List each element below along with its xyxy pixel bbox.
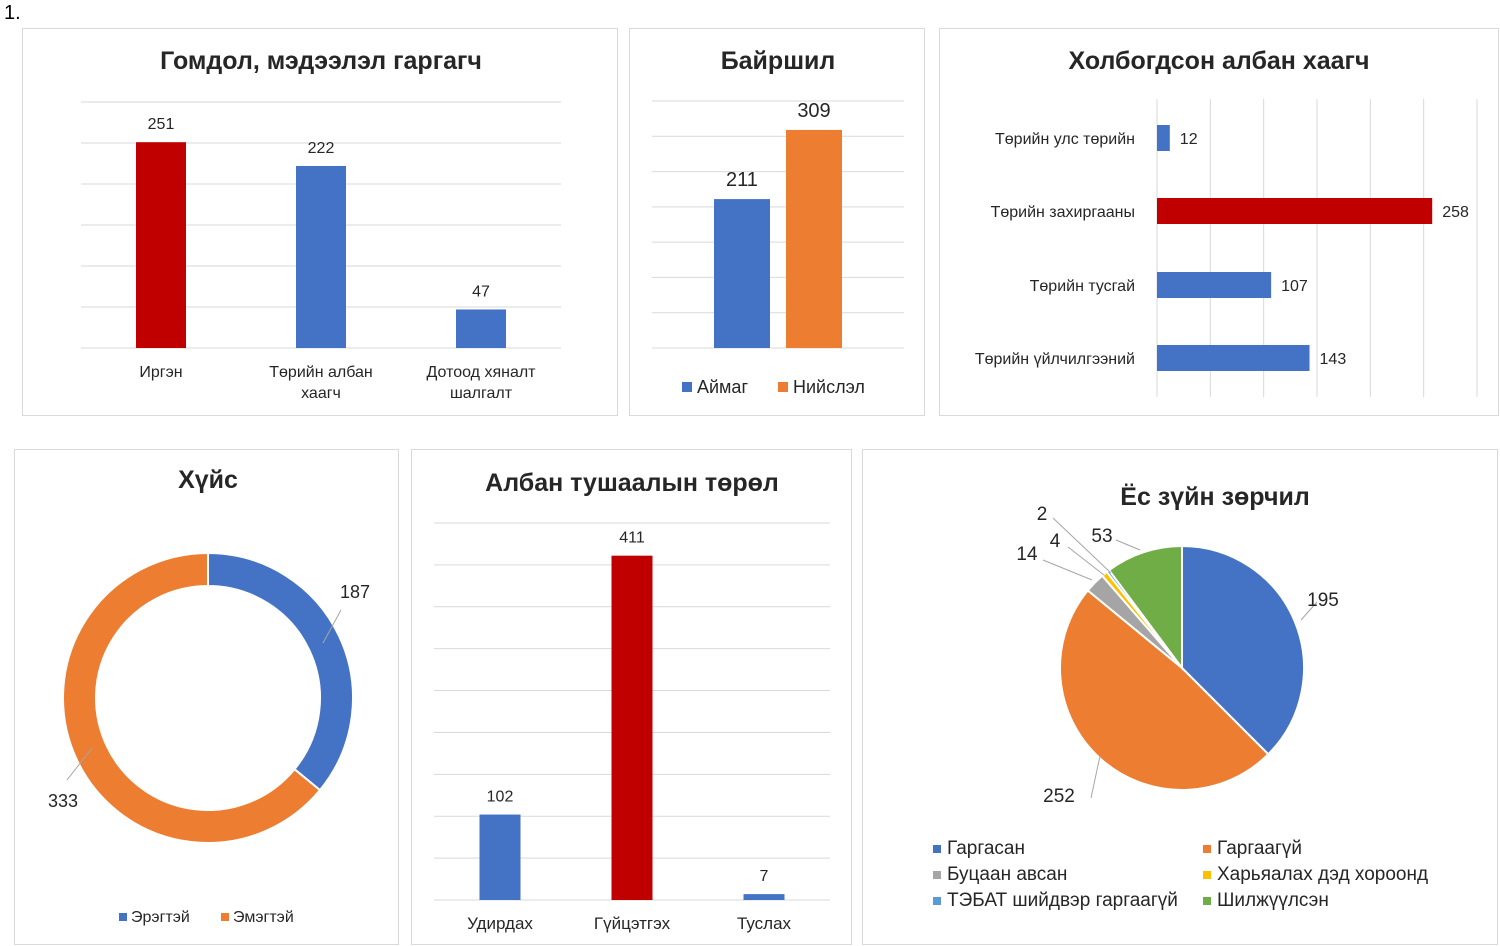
- data-label: 411: [619, 530, 645, 547]
- chart-location: Байршил 211 309 Аймаг Нийслэл: [629, 28, 925, 416]
- bar: [296, 165, 346, 348]
- data-label: 252: [1043, 786, 1075, 807]
- category-label: Төрийн улс төрийн: [995, 131, 1135, 148]
- data-label: 187: [340, 582, 370, 602]
- chart-title: Албан тушаалын төрөл: [485, 469, 779, 497]
- category-label: Төрийн үйлчилгээний: [975, 351, 1135, 368]
- data-label: 309: [797, 100, 830, 122]
- donut-slice: [62, 551, 322, 844]
- leader-line: [322, 609, 342, 644]
- chart-title: Холбогдсон албан хаагч: [1069, 47, 1370, 75]
- legend-swatch: [933, 897, 941, 905]
- legend-swatch: [1203, 871, 1211, 879]
- data-label: 4: [1050, 531, 1061, 552]
- chart-title: Байршил: [721, 47, 836, 75]
- chart-ethics: Ёс зүйн зөрчил 195 252 14 4 2 53 Гаргасан Гаргаа…: [862, 449, 1498, 945]
- bar: [743, 894, 785, 900]
- bar: [1157, 272, 1272, 298]
- data-label: 7: [760, 868, 769, 885]
- bar: [1157, 198, 1433, 224]
- chart-title: Ёс зүйн зөрчил: [1120, 483, 1309, 511]
- legend-label: Эрэгтэй: [131, 909, 190, 926]
- category-label: хаагч: [301, 385, 341, 402]
- data-label: 143: [1320, 351, 1347, 368]
- pie-slice: [1107, 544, 1183, 672]
- leader-line: [1115, 539, 1141, 551]
- data-label: 107: [1281, 278, 1308, 295]
- donut-slice: [207, 551, 354, 792]
- data-label: 251: [148, 116, 175, 133]
- legend-label: Гаргасан: [947, 838, 1025, 859]
- legend-label: Нийслэл: [793, 377, 865, 397]
- legend-swatch: [778, 382, 788, 392]
- data-label: 258: [1442, 204, 1469, 221]
- legend-swatch: [933, 871, 941, 879]
- data-label: 333: [48, 791, 78, 811]
- legend-swatch: [682, 382, 692, 392]
- chart-officer: Холбогдсон албан хаагч 12 Төрийн улс төрий…: [939, 28, 1499, 416]
- category-label: Дотоод хяналт: [427, 364, 537, 381]
- category-label: Иргэн: [139, 364, 182, 381]
- category-label: Төрийн захиргааны: [991, 204, 1135, 221]
- legend-label: ТЭБАТ шийдвэр гаргаагүй: [947, 890, 1178, 911]
- data-label: 2: [1037, 504, 1048, 525]
- chart-gender-svg: Хүйс 187 333 Эрэгтэй Эмэгтэй: [48, 466, 370, 926]
- chart-location-svg: Байршил 211 309 Аймаг Нийслэл: [652, 47, 904, 397]
- category-label: Туслах: [737, 914, 792, 933]
- leader-line: [1067, 546, 1105, 576]
- data-label: 12: [1180, 131, 1198, 148]
- data-label: 195: [1307, 590, 1339, 611]
- chart-complainant: Гомдол, мэдээлэл гаргагч 251 Иргэн 222 Төрий…: [22, 28, 618, 416]
- data-label: 102: [487, 789, 514, 806]
- bar: [1157, 345, 1310, 371]
- leader-line: [66, 747, 93, 781]
- pie-slice: [1059, 589, 1270, 791]
- legend-label: Харьяалах дэд хороонд: [1217, 864, 1428, 885]
- data-label: 47: [472, 283, 490, 300]
- legend-swatch: [933, 845, 941, 853]
- category-label: Удирдах: [467, 914, 533, 933]
- chart-position: Албан тушаалын төрөл 102 Удирдах 411 Гүйцэтг…: [411, 449, 852, 945]
- figure-number: 1.: [4, 2, 21, 24]
- legend-swatch: [1203, 845, 1211, 853]
- data-label: 53: [1091, 526, 1112, 547]
- bar: [479, 814, 521, 900]
- leader-line: [1052, 517, 1112, 574]
- legend-label: Шилжүүлсэн: [1217, 890, 1329, 911]
- legend-label: Аймаг: [697, 377, 748, 397]
- bar: [1157, 125, 1170, 151]
- category-label: шалгалт: [450, 385, 513, 402]
- category-label: Төрийн албан: [269, 364, 373, 381]
- category-label: Төрийн тусгай: [1030, 278, 1135, 295]
- chart-complainant-svg: Гомдол, мэдээлэл гаргагч 251 Иргэн 222 Төрий…: [81, 47, 561, 402]
- leader-line: [1300, 601, 1318, 621]
- legend-swatch: [1203, 897, 1211, 905]
- bar: [456, 309, 506, 348]
- bar: [786, 129, 842, 348]
- chart-ethics-svg: Ёс зүйн зөрчил 195 252 14 42 53 Гаргасан Гаргаа…: [933, 483, 1428, 911]
- data-label: 211: [726, 169, 758, 191]
- legend-swatch: [221, 913, 229, 921]
- chart-title: Хүйс: [178, 466, 238, 494]
- legend-label: Буцаан авсан: [947, 864, 1067, 885]
- legend-label: Эмэгтэй: [233, 909, 294, 926]
- pie-slice: [1181, 544, 1305, 756]
- chart-position-svg: Албан тушаалын төрөл 102 Удирдах 411 Гүйцэтг…: [434, 469, 830, 933]
- chart-gender: Хүйс 187 333 Эрэгтэй Эмэгтэй: [14, 449, 399, 945]
- leader-line: [1042, 559, 1093, 581]
- chart-officer-svg: Холбогдсон албан хаагч 12 Төрийн улс төрий…: [975, 47, 1478, 397]
- data-label: 14: [1016, 544, 1038, 565]
- bar: [136, 142, 186, 348]
- legend-label: Гаргаагүй: [1217, 838, 1302, 859]
- data-label: 222: [308, 140, 335, 157]
- legend-swatch: [119, 913, 127, 921]
- bar: [714, 199, 770, 348]
- leader-line: [1090, 755, 1101, 799]
- chart-title: Гомдол, мэдээлэл гаргагч: [160, 47, 482, 75]
- category-label: Гүйцэтгэх: [594, 914, 671, 933]
- bar: [611, 555, 653, 900]
